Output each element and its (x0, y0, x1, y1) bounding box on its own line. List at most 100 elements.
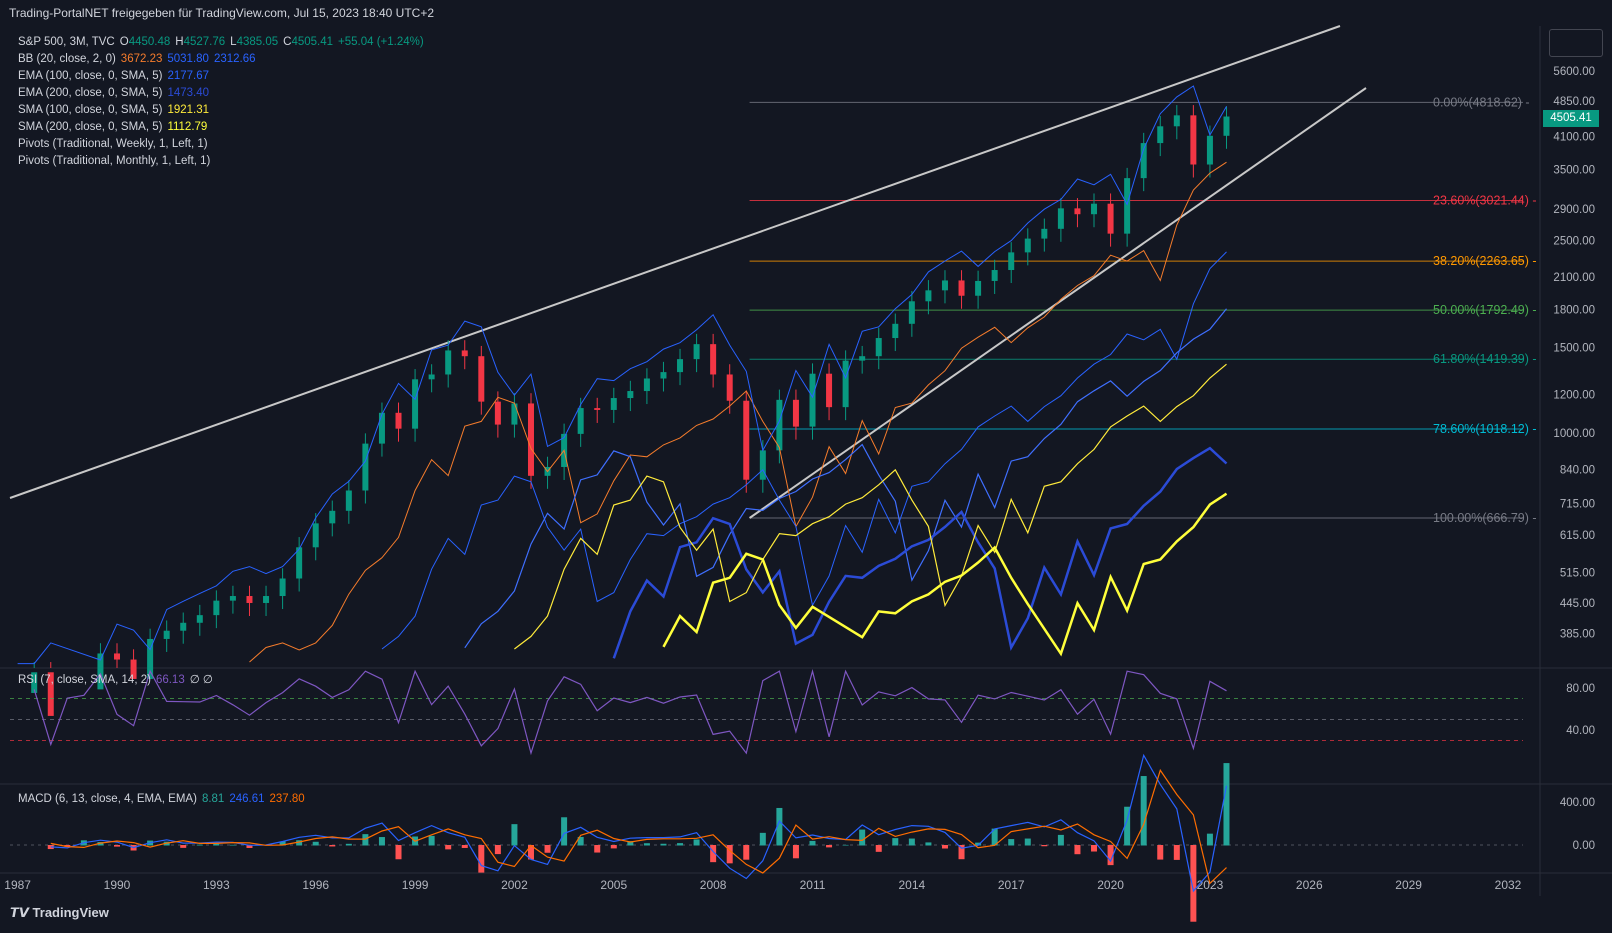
indicator-value: 2312.66 (213, 53, 256, 65)
bb-basis-line (249, 161, 1227, 663)
macd-histogram-bar (908, 838, 915, 846)
candle-body (478, 356, 485, 402)
macd-histogram-bar (941, 845, 948, 849)
indicator-name: Pivots (Traditional, Weekly, 1, Left, 1) (18, 138, 208, 150)
candle-body (130, 659, 137, 679)
macd-histogram-bar (1206, 833, 1213, 846)
macd-histogram-bar (478, 845, 485, 873)
candle-body (693, 344, 700, 360)
ema-200-line (612, 446, 1228, 659)
macd-histogram-bar (1091, 845, 1098, 852)
x-tick-label: 2032 (1495, 878, 1522, 892)
rsi-legend[interactable]: RSI (7, close, SMA, 14, 2) 66.13 ∅ ∅ (18, 674, 213, 686)
macd-histogram-bar (97, 842, 104, 846)
candle-body (627, 391, 634, 399)
indicator-value: 2177.67 (167, 70, 210, 82)
macd-histogram-bar (842, 844, 849, 846)
macd-histogram-bar (710, 845, 717, 863)
macd-histogram-bar (792, 845, 799, 859)
indicator-legend-row[interactable]: SMA (200, close, 0, SMA, 5) 1112.79 (18, 119, 212, 135)
macd-histogram-bar (975, 842, 982, 846)
candle-body (991, 270, 998, 281)
macd-signal-line (50, 768, 1227, 885)
indicator-legend-row[interactable]: BB (20, close, 2, 0) 3672.23 5031.80 2312.6… (18, 51, 261, 67)
macd-histogram-bar (1024, 838, 1031, 846)
candle-body (527, 403, 534, 476)
indicator-legend-row[interactable]: SMA (100, close, 0, SMA, 5) 1921.31 (18, 102, 214, 118)
macd-histogram-bar (527, 845, 534, 860)
macd-histogram-bar (47, 845, 54, 850)
x-tick-label: 2020 (1097, 878, 1124, 892)
macd-histogram-bar (892, 838, 899, 846)
candle-body (345, 490, 352, 511)
main-series-legend[interactable]: S&P 500, 3M, TVC O4450.48 H4527.76 L4385.05… (18, 36, 424, 48)
macd-histogram-bar (643, 843, 650, 846)
macd-histogram-bar (958, 845, 965, 860)
macd-histogram-bar (693, 839, 700, 846)
tradingview-logo[interactable]: 𝙏𝙑 TradingView (10, 905, 109, 920)
macd-histogram-bar (494, 845, 501, 855)
y-tick-label: 2500.00 (1553, 235, 1595, 247)
y-tick-label: 515.00 (1560, 567, 1595, 579)
y-tick-label: 445.00 (1560, 598, 1595, 610)
indicator-value: 5031.80 (167, 53, 209, 65)
candle-body (229, 596, 236, 601)
fib-level-label: 61.80%(1419.39) - (1433, 352, 1537, 366)
x-tick-label: 1999 (402, 878, 429, 892)
x-tick-label: 2026 (1296, 878, 1323, 892)
indicator-legend-row[interactable]: EMA (200, close, 0, SMA, 5) 1473.40 (18, 85, 214, 101)
macd-histogram-bar (1223, 763, 1230, 846)
candle-body (494, 401, 501, 425)
candle-body (925, 290, 932, 302)
candle-body (677, 359, 684, 373)
candle-body (461, 350, 468, 357)
candle-body (97, 653, 104, 690)
candle-body (1124, 178, 1131, 234)
macd-histogram-bar (428, 835, 435, 846)
y-tick-label: 1000.00 (1553, 428, 1595, 440)
candle-body (246, 596, 253, 603)
macd-histogram-bar (1107, 845, 1114, 866)
candle-body (958, 280, 965, 296)
macd-histogram-bar (196, 844, 203, 846)
indicator-value: 1921.31 (167, 104, 210, 116)
indicator-name: SMA (100, close, 0, SMA, 5) (18, 104, 163, 116)
candle-body (1157, 126, 1164, 144)
macd-histogram-bar (312, 841, 319, 846)
macd-histogram-bar (1140, 776, 1147, 846)
indicator-legend-row[interactable]: Pivots (Traditional, Weekly, 1, Left, 1) (18, 136, 213, 152)
macd-tick-label: 400.00 (1560, 797, 1595, 809)
candle-body (826, 373, 833, 408)
upper-trendline (9, 25, 1341, 499)
fib-level-label: 0.00%(4818.62) - (1433, 95, 1530, 109)
x-tick-label: 2023 (1197, 878, 1224, 892)
price-scale-mode-box[interactable] (1549, 29, 1603, 57)
candle-body (643, 378, 650, 392)
share-header: Trading-PortalNET freigegeben für Tradin… (9, 6, 435, 20)
candle-body (511, 403, 518, 425)
macd-histogram-bar (246, 845, 253, 848)
candle-body (1057, 208, 1064, 229)
low-value: 4385.05 (236, 36, 279, 48)
candle-body (1091, 203, 1098, 215)
rsi-tick-label: 80.00 (1566, 683, 1595, 695)
sma-200-line (662, 492, 1228, 657)
macd-histogram-bar (378, 837, 385, 846)
candle-body (594, 408, 601, 410)
candle-body (445, 350, 452, 375)
indicator-legend-row[interactable]: EMA (100, close, 0, SMA, 5) 2177.67 (18, 68, 214, 84)
candle-body (428, 374, 435, 380)
candle-body (47, 672, 54, 716)
fib-level-label: 78.60%(1018.12) - (1433, 422, 1537, 436)
y-tick-label: 1500.00 (1553, 343, 1595, 355)
macd-histogram-bar (776, 807, 783, 846)
candle-body (263, 596, 270, 603)
indicator-legend-row[interactable]: Pivots (Traditional, Monthly, 1, Left, 1… (18, 153, 215, 169)
indicator-name: BB (20, close, 2, 0) (18, 53, 116, 65)
macd-legend[interactable]: MACD (6, 13, close, 4, EMA, EMA) 8.81 246.… (18, 793, 305, 805)
macd-histogram-bar (660, 843, 667, 846)
y-tick-label: 385.00 (1560, 628, 1595, 640)
candle-body (792, 399, 799, 427)
fib-level-label: 50.00%(1792.49) - (1433, 303, 1537, 317)
